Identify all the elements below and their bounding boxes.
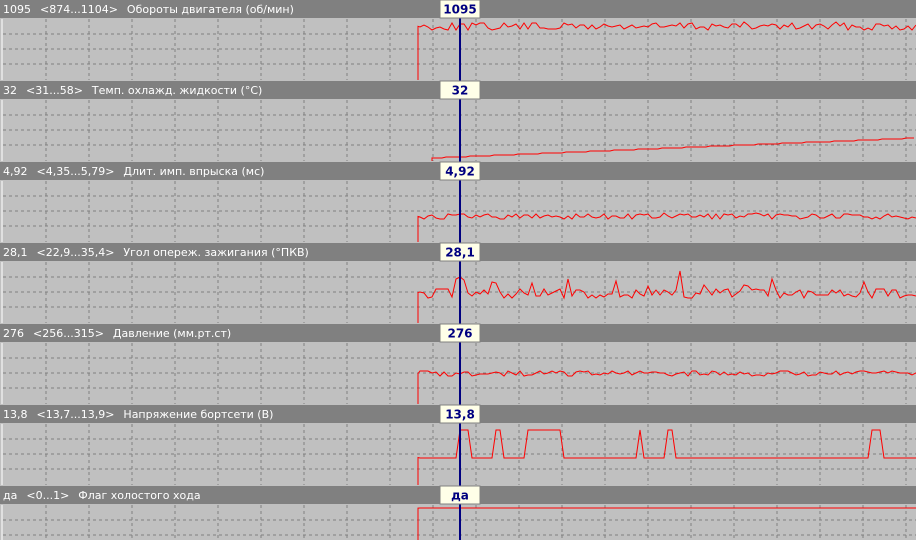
header-value: 13,8	[3, 408, 28, 421]
header-label: Длит. имп. впрыска (мс)	[123, 165, 264, 178]
signal-trace	[417, 429, 916, 485]
cursor-value: 13,8	[445, 408, 475, 422]
signal-trace	[417, 507, 916, 540]
header-range: <4,35...5,79>	[37, 165, 115, 178]
cursor-value: да	[451, 489, 469, 503]
panel-header-text: 1095 <874...1104> Обороты двигателя (об/ми…	[3, 3, 294, 16]
plot-area	[0, 181, 916, 242]
header-range: <256...315>	[33, 327, 104, 340]
cursor-value-box	[439, 80, 481, 100]
panel-header-text: 28,1 <22,9...35,4> Угол опереж. зажигания …	[3, 246, 309, 259]
plot-area	[0, 505, 916, 540]
cursor-value-box	[439, 0, 481, 19]
plot-area	[0, 100, 916, 161]
signal-trace	[417, 370, 916, 404]
plot-area	[0, 424, 916, 485]
signal-trace	[431, 137, 914, 161]
signal-trace	[417, 270, 916, 323]
cursor-value-box	[439, 404, 481, 424]
header-value: 28,1	[3, 246, 28, 259]
cursor-value-box	[439, 485, 481, 505]
signal-trace	[417, 21, 916, 80]
header-range: <874...1104>	[40, 3, 118, 16]
cursor-value-box	[439, 323, 481, 343]
header-range: <22,9...35,4>	[37, 246, 115, 259]
header-range: <31...58>	[26, 84, 83, 97]
panel-header-text: 276 <256...315> Давление (мм.рт.ст)	[3, 327, 231, 340]
header-label: Темп. охлажд. жидкости (°C)	[91, 84, 262, 97]
cursor-value-box	[439, 242, 481, 262]
cursor-value: 4,92	[445, 165, 475, 179]
cursor-value: 1095	[443, 3, 476, 17]
plot-area	[0, 262, 916, 323]
header-value: 4,92	[3, 165, 28, 178]
panel-header-text: 13,8 <13,7...13,9> Напряжение бортсети (В)	[3, 408, 273, 421]
header-value: 32	[3, 84, 17, 97]
header-label: Флаг холостого хода	[78, 489, 200, 502]
cursor-value: 28,1	[445, 246, 475, 260]
plot-area	[0, 19, 916, 80]
header-label: Напряжение бортсети (В)	[123, 408, 273, 421]
header-label: Давление (мм.рт.ст)	[113, 327, 231, 340]
header-label: Обороты двигателя (об/мин)	[127, 3, 294, 16]
header-range: <0...1>	[26, 489, 69, 502]
header-value: 1095	[3, 3, 31, 16]
header-range: <13,7...13,9>	[37, 408, 115, 421]
header-value: да	[3, 489, 17, 502]
signal-trace	[417, 212, 916, 242]
header-value: 276	[3, 327, 24, 340]
panel-header-text: 4,92 <4,35...5,79> Длит. имп. впрыска (мс)	[3, 165, 264, 178]
cursor-value: 32	[452, 84, 469, 98]
panel-header-text: 32 <31...58> Темп. охлажд. жидкости (°C)	[3, 84, 262, 97]
panel-header-text: да <0...1> Флаг холостого хода	[3, 489, 201, 502]
cursor-value-box	[439, 161, 481, 181]
header-label: Угол опереж. зажигания (°ПКВ)	[123, 246, 308, 259]
cursor-value: 276	[447, 327, 472, 341]
